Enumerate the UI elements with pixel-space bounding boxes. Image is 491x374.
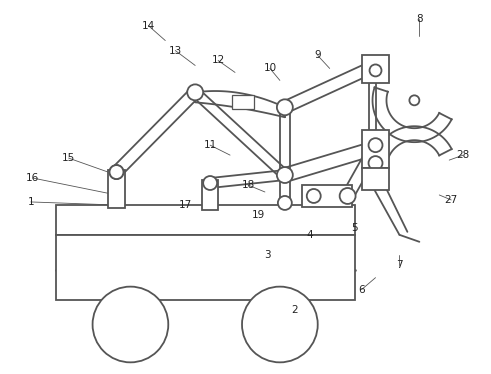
Circle shape: [187, 85, 203, 100]
Circle shape: [242, 286, 318, 362]
Circle shape: [277, 99, 293, 115]
Bar: [361, 130, 389, 168]
Bar: [108, 170, 125, 208]
Text: 1: 1: [27, 197, 34, 207]
Bar: [232, 95, 254, 109]
Bar: [55, 235, 355, 300]
Text: 15: 15: [62, 153, 75, 163]
Text: 8: 8: [416, 13, 423, 24]
Text: 13: 13: [168, 46, 182, 55]
Circle shape: [370, 64, 382, 76]
Circle shape: [340, 188, 355, 204]
Circle shape: [369, 138, 382, 152]
Text: 28: 28: [457, 150, 470, 160]
Circle shape: [369, 156, 382, 170]
Bar: [361, 55, 389, 83]
Bar: [202, 180, 218, 210]
Text: 12: 12: [212, 55, 225, 65]
Circle shape: [307, 189, 321, 203]
Text: 2: 2: [292, 304, 298, 315]
Circle shape: [203, 176, 217, 190]
Bar: [302, 185, 352, 207]
Bar: [55, 205, 355, 235]
Bar: [361, 168, 389, 190]
Circle shape: [109, 165, 123, 179]
Text: 7: 7: [396, 260, 403, 270]
Text: 19: 19: [251, 210, 265, 220]
Text: 14: 14: [142, 21, 155, 31]
Text: 6: 6: [358, 285, 365, 295]
Text: 3: 3: [265, 250, 271, 260]
Circle shape: [409, 95, 419, 105]
Text: 9: 9: [314, 50, 321, 61]
Text: 5: 5: [351, 223, 358, 233]
Text: 18: 18: [242, 180, 255, 190]
Circle shape: [277, 167, 293, 183]
Text: 11: 11: [203, 140, 217, 150]
Text: 17: 17: [179, 200, 192, 210]
Circle shape: [93, 286, 168, 362]
Text: 4: 4: [306, 230, 313, 240]
Circle shape: [109, 165, 123, 179]
Text: 16: 16: [26, 173, 39, 183]
Text: 10: 10: [263, 64, 276, 73]
Text: 27: 27: [445, 195, 458, 205]
Circle shape: [278, 196, 292, 210]
